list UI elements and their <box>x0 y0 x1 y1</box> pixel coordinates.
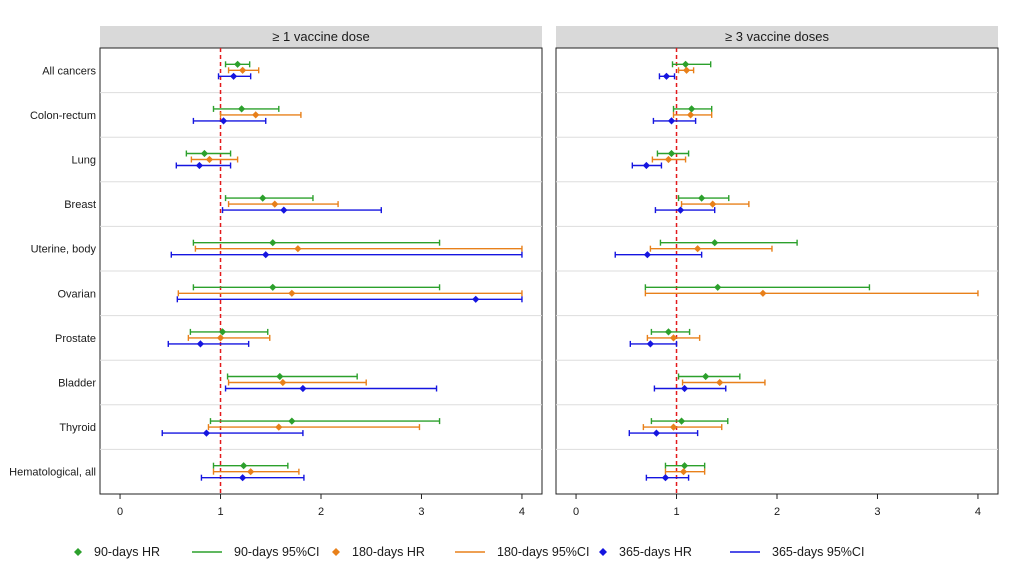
hr-marker-d90 <box>681 60 690 68</box>
x-tick-label: 4 <box>975 506 981 518</box>
hr-marker-d180 <box>669 334 678 342</box>
hr-marker-d90 <box>259 194 267 202</box>
hr-marker-d180 <box>716 378 724 387</box>
hr-marker-d365 <box>280 206 288 214</box>
x-tick-label: 0 <box>117 506 123 518</box>
hr-marker-d90 <box>698 194 706 202</box>
hr-marker-d180 <box>275 423 283 431</box>
hr-marker-d365 <box>229 72 238 80</box>
legend-label: 365-days HR <box>619 545 692 559</box>
hr-marker-d365 <box>667 117 676 125</box>
category-label: Bladder <box>58 378 96 390</box>
hr-marker-d365 <box>195 161 204 170</box>
hr-marker-d365 <box>239 474 247 482</box>
hr-marker-d180 <box>271 200 279 208</box>
category-label: Thyroid <box>59 422 96 434</box>
hr-marker-d90 <box>240 462 248 470</box>
legend-marker <box>599 548 607 556</box>
hr-marker-d365 <box>196 340 205 348</box>
hr-marker-d90 <box>680 462 689 470</box>
hr-marker-d180 <box>216 334 225 342</box>
hr-marker-d180 <box>279 378 287 387</box>
hr-marker-d180 <box>239 66 247 74</box>
hr-marker-d180 <box>294 245 302 253</box>
hr-marker-d180 <box>664 155 673 164</box>
hr-marker-d180 <box>682 66 691 74</box>
category-label: Breast <box>64 199 96 211</box>
legend-marker <box>74 548 82 556</box>
legend: 90-days HR 90-days 95%CI 180-days HR 180-da… <box>74 545 864 559</box>
hr-marker-d180 <box>288 289 296 297</box>
hr-marker-d365 <box>652 429 661 437</box>
panel-title: ≥ 1 vaccine dose <box>272 29 369 44</box>
hr-marker-d180 <box>759 289 767 297</box>
hr-marker-d180 <box>669 423 678 431</box>
legend-marker <box>332 548 340 556</box>
category-label: Prostate <box>55 333 96 345</box>
hr-marker-d180 <box>686 111 695 119</box>
hr-marker-d90 <box>664 328 673 336</box>
hr-marker-d90 <box>269 283 277 291</box>
hr-marker-d180 <box>694 245 702 253</box>
hr-marker-d90 <box>269 239 277 247</box>
category-label: Uterine, body <box>31 244 97 256</box>
hr-marker-d180 <box>247 468 255 476</box>
hr-marker-d180 <box>679 468 688 476</box>
hr-marker-d180 <box>252 111 260 119</box>
hr-marker-d180 <box>205 155 214 164</box>
x-tick-label: 2 <box>774 506 780 518</box>
hr-marker-d90 <box>276 372 284 381</box>
hr-marker-d90 <box>667 149 676 158</box>
hr-marker-d90 <box>702 372 710 381</box>
hr-marker-d90 <box>238 105 246 113</box>
hr-marker-d90 <box>234 60 242 68</box>
x-tick-label: 4 <box>519 506 525 518</box>
panel-title: ≥ 3 vaccine doses <box>725 29 829 44</box>
legend-label: 90-days 95%CI <box>234 545 319 559</box>
panel-2: ≥ 3 vaccine doses 0 1 2 3 4 <box>555 26 999 518</box>
x-tick-label: 1 <box>673 506 679 518</box>
hr-marker-d90 <box>200 149 209 158</box>
hr-marker-d90 <box>288 417 296 425</box>
legend-label: 90-days HR <box>94 545 160 559</box>
category-label: Ovarian <box>57 288 96 300</box>
hr-marker-d90 <box>711 239 719 247</box>
x-tick-label: 1 <box>217 506 223 518</box>
x-tick-label: 3 <box>418 506 424 518</box>
hr-marker-d90 <box>218 328 227 336</box>
hr-marker-d365 <box>642 161 650 170</box>
hr-marker-d365 <box>262 251 270 259</box>
hr-marker-d365 <box>680 384 689 393</box>
panel-header <box>556 26 998 48</box>
panel-1: ≥ 1 vaccine dose 0 1 2 3 4 <box>99 26 543 518</box>
legend-label: 365-days 95%CI <box>772 545 864 559</box>
hr-marker-d365 <box>299 384 307 393</box>
hr-marker-d90 <box>714 283 722 291</box>
x-tick-label: 0 <box>573 506 579 518</box>
category-label: Colon-rectum <box>30 110 96 122</box>
hr-marker-d90 <box>677 417 686 425</box>
category-label: Lung <box>72 155 96 167</box>
hr-marker-d365 <box>662 72 671 80</box>
panels-layer: ≥ 1 vaccine dose 0 1 2 3 4 ≥ 3 vaccine doses 0 1… <box>99 26 999 518</box>
hr-marker-d365 <box>202 429 211 437</box>
category-label: All cancers <box>42 65 96 77</box>
x-tick-label: 2 <box>318 506 324 518</box>
legend-label: 180-days HR <box>352 545 425 559</box>
category-label: Hematological, all <box>9 467 96 479</box>
hr-marker-d180 <box>709 200 717 208</box>
hr-marker-d90 <box>687 105 696 113</box>
hr-marker-d365 <box>219 117 228 125</box>
hr-marker-d365 <box>661 474 670 482</box>
x-tick-label: 3 <box>874 506 880 518</box>
hr-marker-d365 <box>646 340 654 348</box>
hr-marker-d365 <box>643 251 651 259</box>
legend-label: 180-days 95%CI <box>497 545 589 559</box>
panel-header <box>100 26 542 48</box>
category-labels: All cancers Colon-rectum Lung Breast Uterine… <box>9 65 96 478</box>
hr-marker-d365 <box>472 295 480 303</box>
hr-marker-d365 <box>676 206 685 214</box>
